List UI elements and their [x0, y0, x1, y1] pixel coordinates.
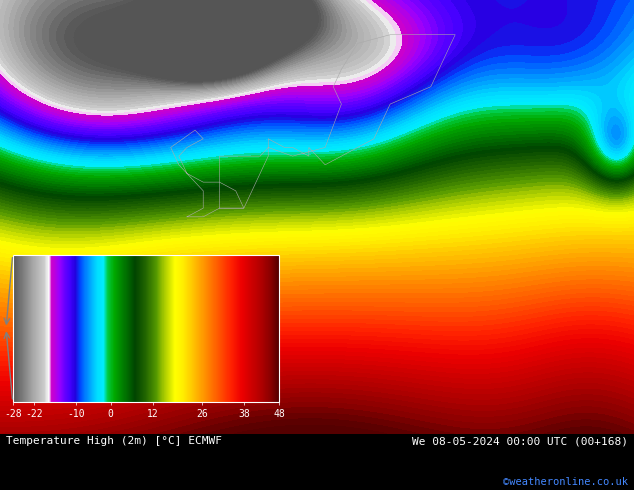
- Text: ©weatheronline.co.uk: ©weatheronline.co.uk: [503, 477, 628, 487]
- Text: Temperature High (2m) [°C] ECMWF: Temperature High (2m) [°C] ECMWF: [6, 437, 223, 446]
- Text: We 08-05-2024 00:00 UTC (00+168): We 08-05-2024 00:00 UTC (00+168): [411, 437, 628, 446]
